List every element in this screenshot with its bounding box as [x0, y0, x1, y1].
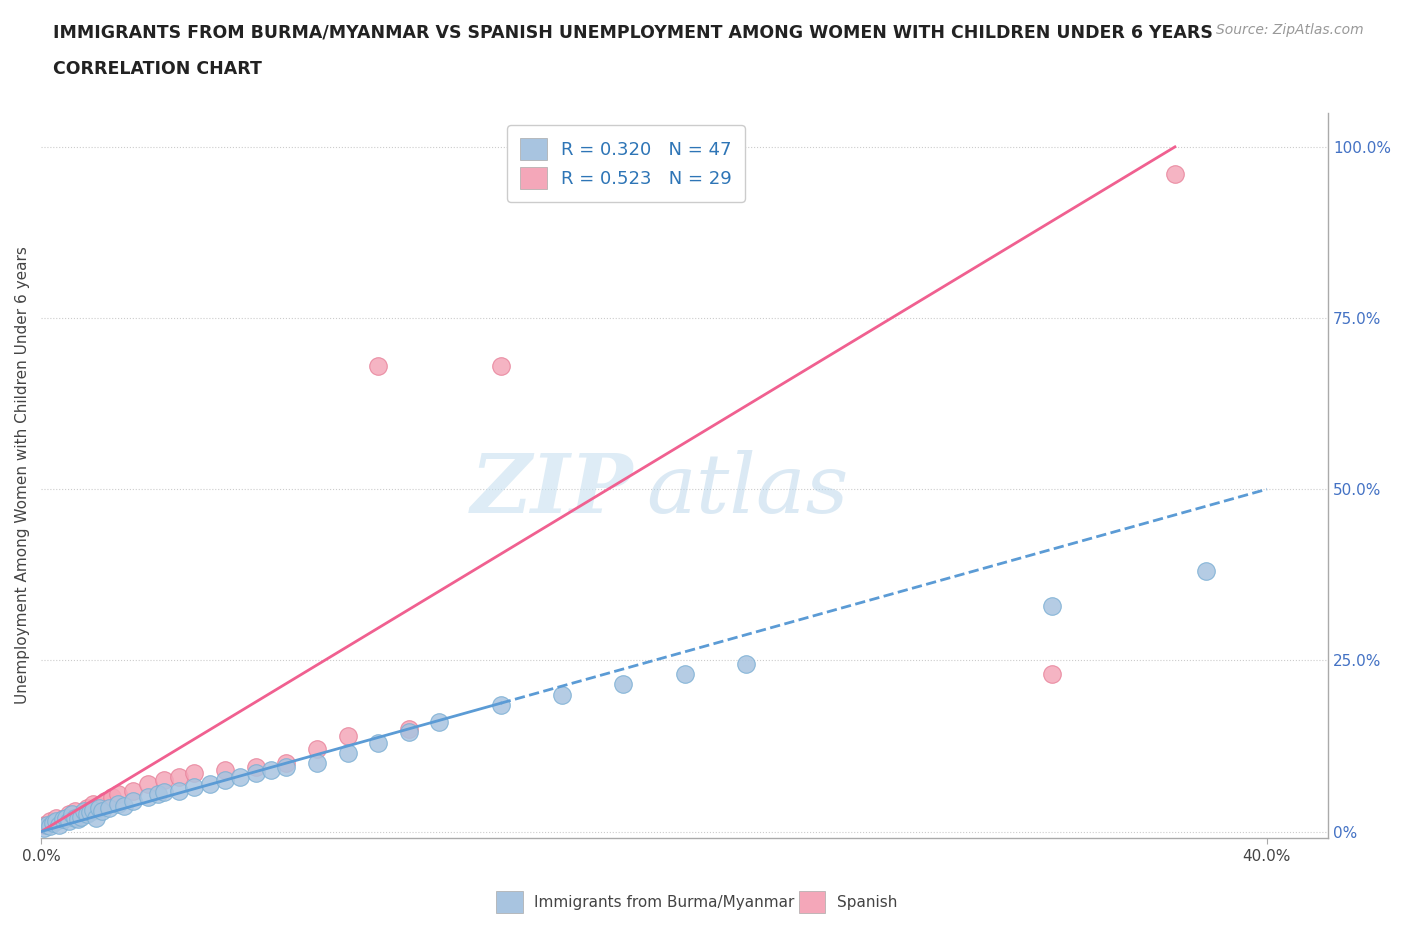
- Point: [112, 798, 135, 813]
- Point: [122, 793, 145, 808]
- Text: ZIP: ZIP: [471, 450, 633, 530]
- Point: [122, 783, 145, 798]
- Point: [94, 793, 117, 808]
- Point: [42, 816, 65, 830]
- Point: [367, 359, 389, 374]
- Point: [214, 763, 236, 777]
- Point: [183, 766, 205, 781]
- Point: [55, 810, 77, 825]
- Point: [66, 812, 89, 827]
- Point: [91, 804, 114, 818]
- Legend: R = 0.320   N = 47, R = 0.523   N = 29: R = 0.320 N = 47, R = 0.523 N = 29: [508, 126, 745, 202]
- Point: [167, 783, 190, 798]
- Point: [305, 756, 328, 771]
- Point: [336, 728, 359, 743]
- Point: [214, 773, 236, 788]
- Point: [336, 746, 359, 761]
- Point: [551, 687, 574, 702]
- Point: [51, 812, 73, 827]
- Point: [612, 166, 634, 181]
- Point: [673, 667, 696, 682]
- Point: [100, 790, 122, 804]
- Point: [276, 756, 298, 771]
- Text: CORRELATION CHART: CORRELATION CHART: [53, 60, 263, 78]
- Point: [63, 804, 86, 818]
- Point: [152, 784, 174, 799]
- Point: [260, 763, 283, 777]
- Point: [489, 359, 512, 374]
- Point: [51, 812, 73, 827]
- Point: [138, 777, 160, 791]
- Point: [39, 818, 62, 833]
- Point: [73, 804, 96, 818]
- Point: [82, 803, 104, 817]
- Point: [76, 807, 98, 822]
- Point: [48, 817, 70, 832]
- Point: [70, 807, 93, 822]
- Point: [63, 810, 86, 825]
- Point: [612, 677, 634, 692]
- Point: [89, 800, 111, 815]
- Point: [76, 800, 98, 815]
- Point: [1164, 166, 1187, 181]
- Text: IMMIGRANTS FROM BURMA/MYANMAR VS SPANISH UNEMPLOYMENT AMONG WOMEN WITH CHILDREN : IMMIGRANTS FROM BURMA/MYANMAR VS SPANISH…: [53, 23, 1213, 41]
- Point: [45, 814, 67, 829]
- Point: [1194, 564, 1216, 578]
- Point: [138, 790, 160, 804]
- Text: Source: ZipAtlas.com: Source: ZipAtlas.com: [1216, 23, 1364, 37]
- Point: [1040, 598, 1063, 613]
- Point: [146, 787, 169, 802]
- Point: [58, 807, 80, 822]
- Point: [39, 814, 62, 829]
- Point: [107, 797, 129, 812]
- Point: [97, 800, 120, 815]
- Point: [32, 820, 55, 835]
- Point: [84, 810, 107, 825]
- Point: [245, 766, 267, 781]
- Y-axis label: Unemployment Among Women with Children Under 6 years: Unemployment Among Women with Children U…: [15, 246, 30, 705]
- Point: [229, 769, 252, 784]
- Text: Immigrants from Burma/Myanmar: Immigrants from Burma/Myanmar: [534, 895, 794, 910]
- Point: [89, 798, 111, 813]
- Point: [367, 735, 389, 750]
- Point: [167, 769, 190, 784]
- Point: [58, 814, 80, 829]
- Point: [82, 797, 104, 812]
- Point: [735, 657, 758, 671]
- Text: Spanish: Spanish: [837, 895, 897, 910]
- Point: [70, 809, 93, 824]
- Point: [107, 787, 129, 802]
- Point: [276, 759, 298, 774]
- Point: [398, 724, 420, 739]
- Point: [198, 777, 221, 791]
- Point: [37, 817, 59, 832]
- Point: [45, 810, 67, 825]
- Point: [152, 773, 174, 788]
- Point: [429, 714, 451, 729]
- Point: [1040, 667, 1063, 682]
- Point: [60, 807, 83, 822]
- Point: [183, 779, 205, 794]
- Point: [79, 805, 101, 820]
- Text: atlas: atlas: [645, 450, 848, 530]
- Point: [305, 742, 328, 757]
- Point: [32, 817, 55, 832]
- Point: [398, 722, 420, 737]
- Point: [489, 698, 512, 712]
- Point: [245, 759, 267, 774]
